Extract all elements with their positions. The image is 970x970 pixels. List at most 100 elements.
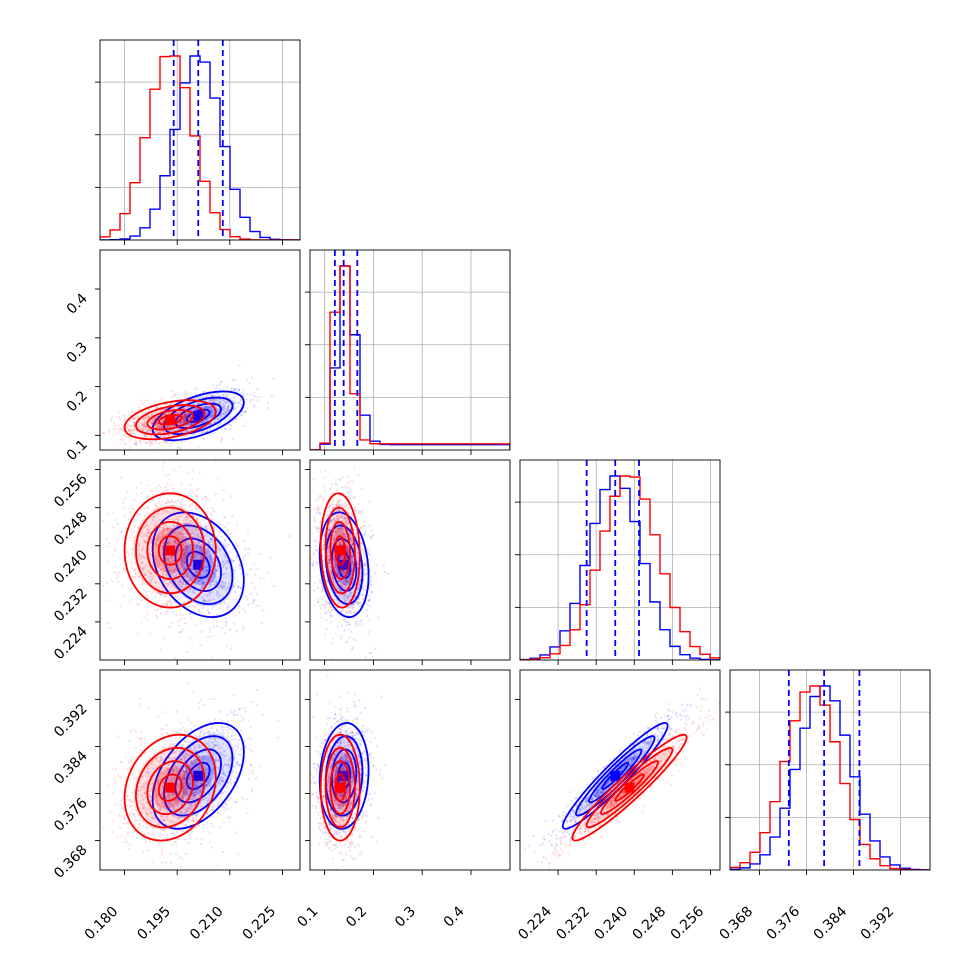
scatter-point [207, 394, 210, 397]
histogram-series-1 [100, 55, 300, 240]
scatter-point [224, 418, 227, 421]
scatter-point [139, 440, 142, 443]
scatter-point [306, 539, 308, 541]
scatter-point [156, 615, 159, 618]
scatter-point [331, 615, 334, 618]
scatter-point [178, 423, 182, 426]
scatter-point [149, 430, 153, 433]
scatter-point [239, 567, 242, 571]
scatter-point [169, 542, 172, 545]
scatter-point [168, 478, 171, 481]
scatter-point [138, 405, 141, 409]
scatter-point [243, 554, 247, 557]
scatter-point [102, 519, 105, 522]
scatter-point [190, 423, 193, 426]
scatter-point [122, 439, 125, 442]
scatter-point [184, 560, 187, 564]
scatter-point [237, 563, 240, 566]
scatter-point [140, 435, 143, 439]
scatter-point [148, 408, 151, 411]
scatter-point [153, 451, 155, 453]
scatter-point [257, 399, 260, 402]
scatter-point [206, 594, 209, 598]
scatter-point [147, 416, 150, 419]
scatter-point [161, 499, 164, 503]
hist-frame-1 [309, 249, 511, 451]
scatter-point [186, 412, 189, 415]
scatter-point [159, 536, 162, 539]
scatter-point [203, 390, 206, 393]
scatter-point [189, 416, 192, 419]
scatter-point [347, 486, 350, 489]
scatter-point [144, 565, 147, 569]
scatter-point [160, 426, 163, 429]
scatter-point [184, 536, 187, 539]
scatter-point [170, 429, 173, 433]
scatter-point [198, 610, 201, 613]
scatter-point [162, 435, 165, 438]
density-peak [165, 414, 176, 425]
scatter-point [202, 582, 205, 585]
scatter-point [201, 430, 204, 433]
scatter-point [132, 420, 135, 424]
scatter-point [222, 398, 225, 402]
scatter-point [164, 612, 167, 615]
scatter-point [329, 611, 332, 615]
scatter-point [210, 565, 213, 568]
scatter-point [172, 495, 176, 498]
scatter-point [139, 442, 143, 445]
scatter-point [239, 587, 242, 590]
scatter-point [210, 414, 213, 417]
scatter-point [340, 637, 343, 640]
scatter-point [234, 597, 237, 600]
scatter-point [157, 425, 160, 429]
scatter-point [155, 422, 158, 425]
scatter-point [131, 530, 135, 533]
scatter-point [186, 405, 190, 409]
scatter-point [164, 435, 167, 438]
scatter-point [156, 405, 159, 408]
scatter-point [143, 421, 146, 425]
scatter-point [322, 484, 325, 488]
scatter-point [127, 430, 130, 433]
scatter-point [307, 557, 309, 559]
scatter-point [226, 410, 229, 413]
scatter-point [210, 409, 213, 412]
scatter-point [252, 599, 255, 602]
scatter-point [150, 421, 153, 424]
scatter-point [130, 429, 133, 432]
scatter-point [227, 417, 230, 421]
scatter-point [161, 546, 164, 549]
scatter-point [368, 604, 371, 608]
scatter-point [197, 402, 201, 405]
scatter-point [262, 577, 265, 580]
scatter-point [91, 430, 93, 432]
scatter-point [221, 488, 224, 492]
scatter-point [222, 542, 226, 546]
scatter-point [223, 572, 226, 575]
scatter-point [233, 408, 236, 411]
scatter-point [213, 577, 216, 580]
scatter-point [182, 601, 186, 605]
scatter-point [140, 621, 144, 624]
scatter-point [157, 423, 160, 426]
scatter-point [192, 589, 195, 592]
scatter-point [173, 395, 176, 398]
scatter-point [151, 419, 154, 422]
scatter-point [170, 622, 173, 625]
scatter-point [370, 590, 374, 594]
scatter-point [234, 565, 237, 569]
scatter-point [236, 523, 239, 526]
scatter-point [169, 402, 172, 405]
scatter-point [220, 412, 223, 416]
scatter-point [262, 609, 265, 612]
scatter-point [208, 630, 211, 634]
scatter-point [189, 489, 192, 492]
scatter-point [225, 572, 228, 575]
scatter-point [114, 427, 117, 430]
scatter-point [161, 547, 164, 550]
scatter-point [234, 541, 238, 545]
scatter-point [368, 629, 371, 632]
scatter-point [118, 557, 121, 560]
scatter-point [157, 564, 160, 567]
